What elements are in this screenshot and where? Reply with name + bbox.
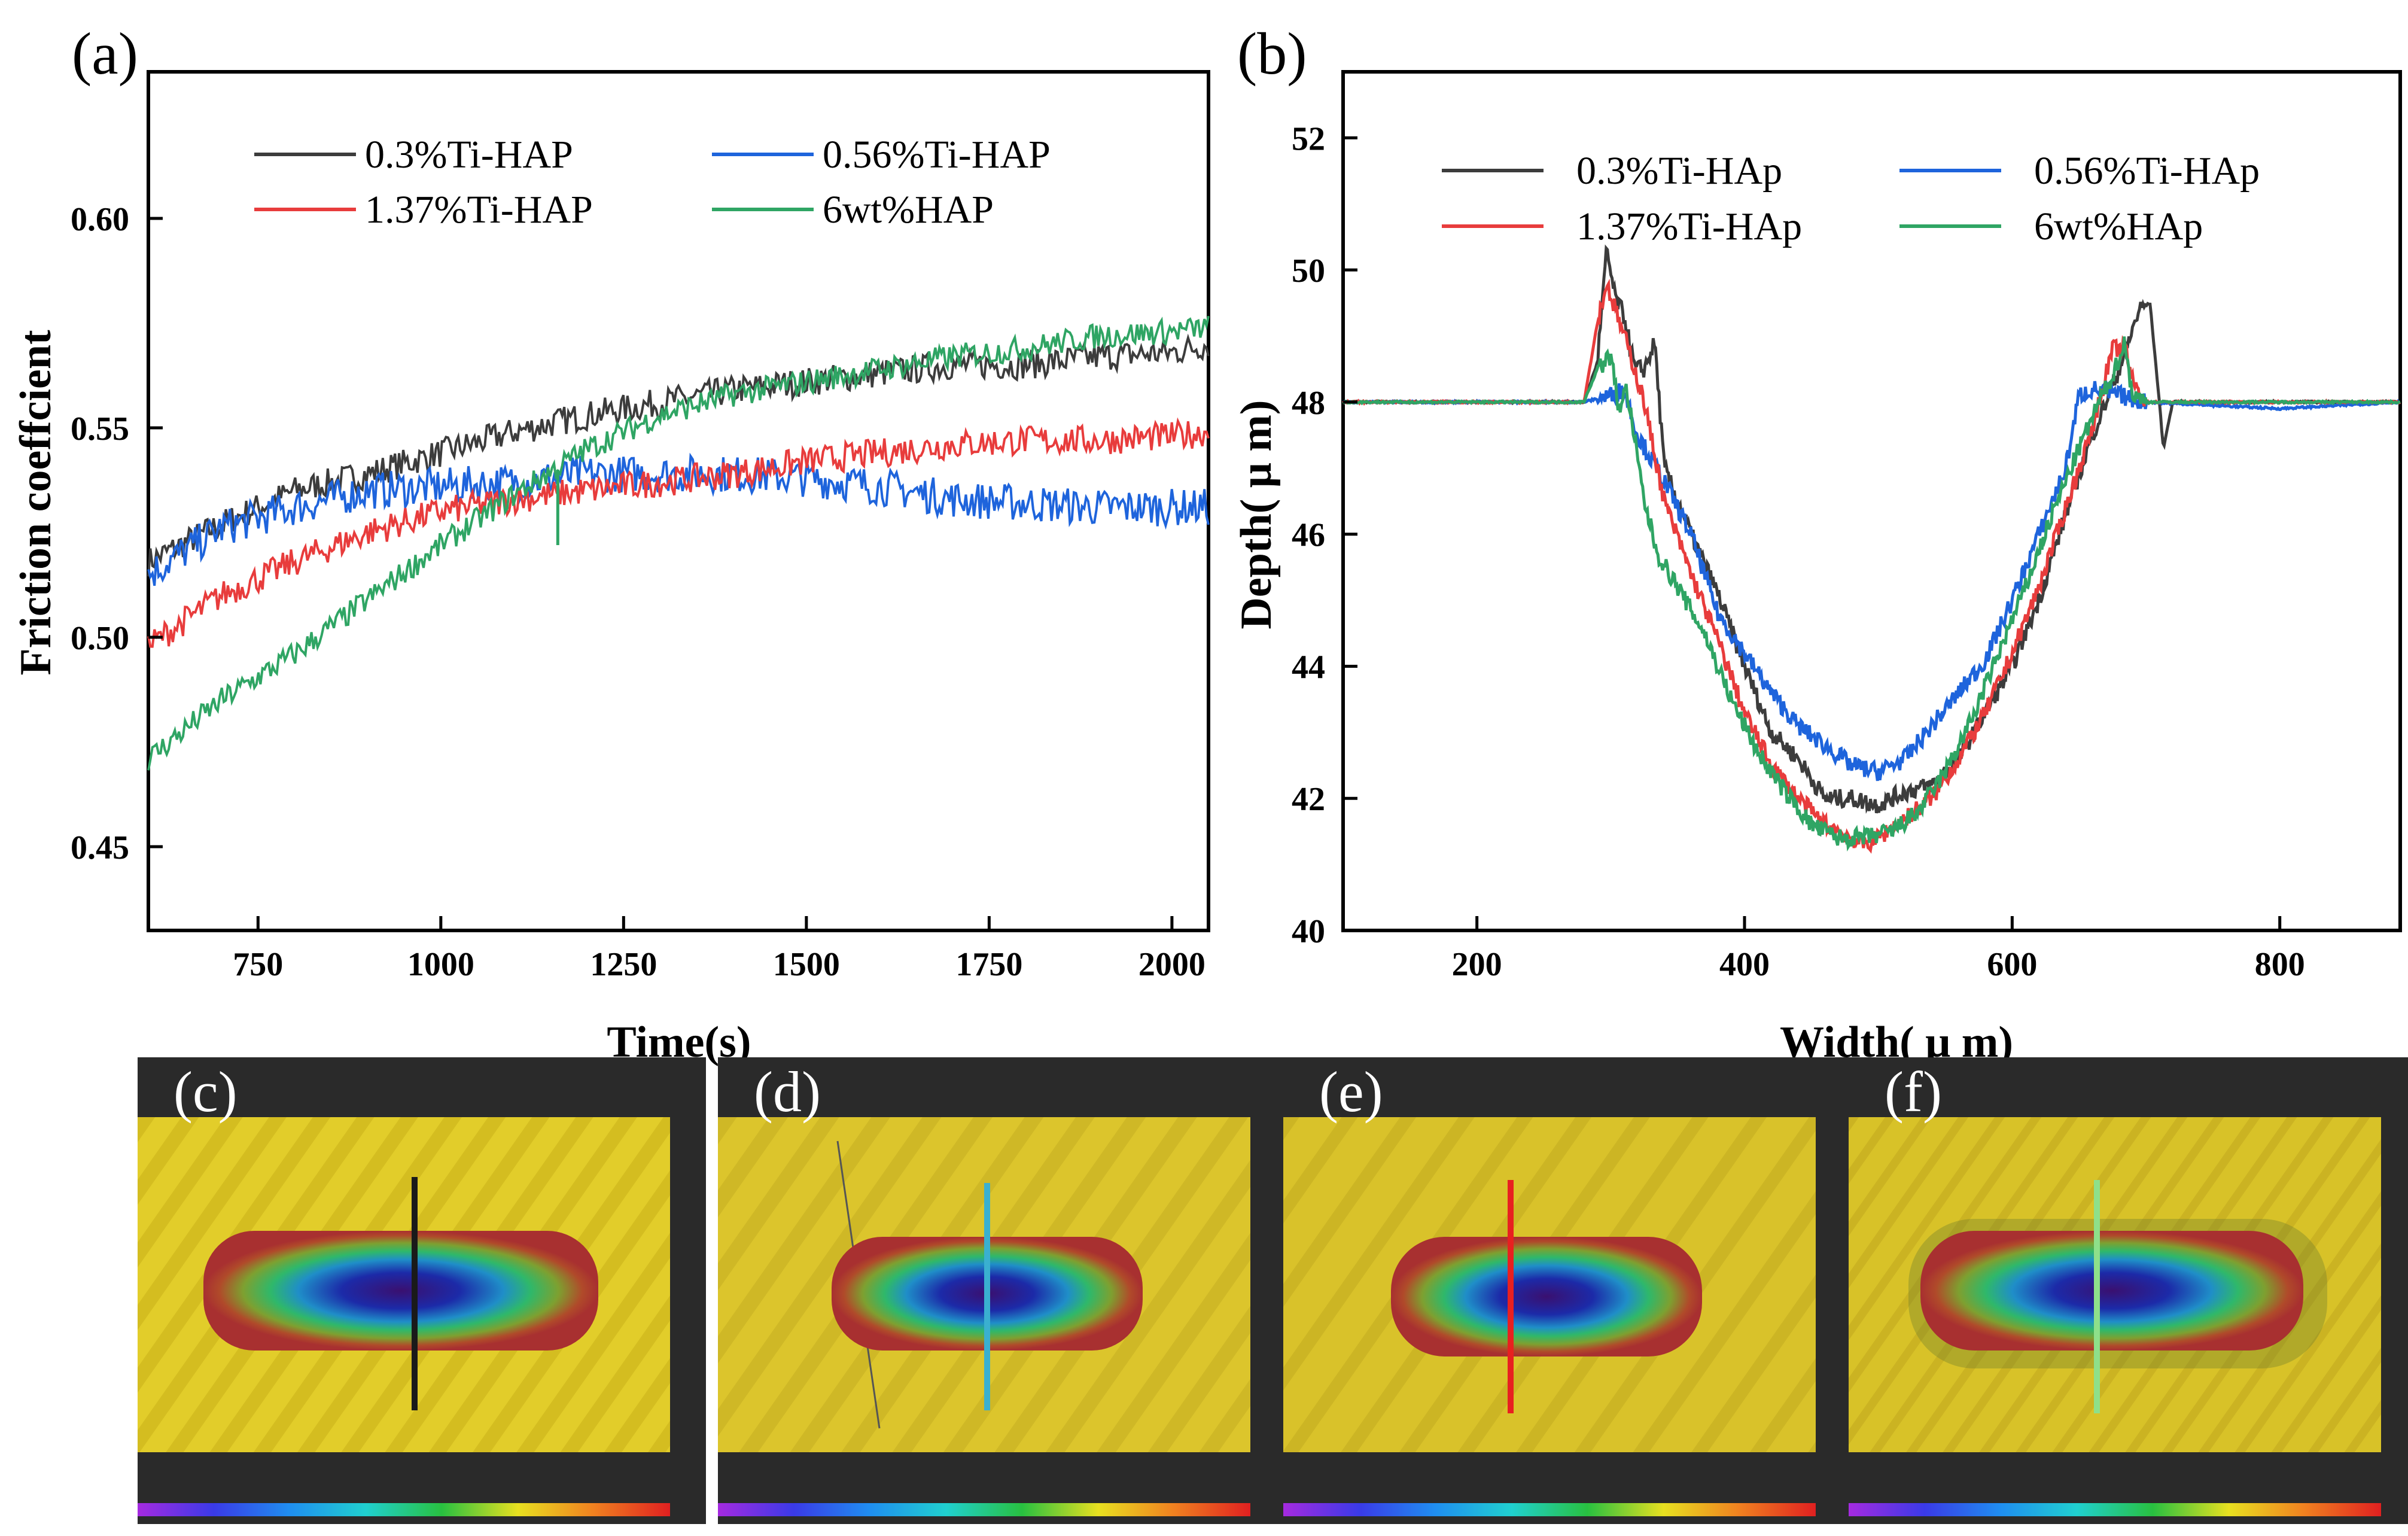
wear-track	[203, 1231, 598, 1351]
micrograph-e-surface	[1283, 1117, 1816, 1452]
series-line-0.56%Ti-HAP	[147, 452, 1210, 586]
micrograph-e: (e)	[1283, 1057, 1852, 1524]
micrograph-c-label: (c)	[173, 1060, 238, 1124]
y-tick-label: 42	[1292, 781, 1325, 818]
x-tick-label: 750	[233, 946, 283, 983]
micrograph-f-colorbar	[1849, 1503, 2381, 1516]
x-tick-label: 200	[1452, 946, 1502, 983]
micrograph-c: (c)	[138, 1057, 706, 1524]
micrograph-c-colorbar	[138, 1503, 670, 1516]
y-tick-label: 50	[1292, 253, 1325, 290]
panel-b-depth-chart: 200 400 600 800 40 42 44 46 48 50 52 0.3%Ti-HAp 0.5…	[1292, 70, 2402, 983]
legend-label: 0.3%Ti-HAp	[1576, 149, 1782, 193]
panel-b-x-axis-title: Width( μ m)	[1779, 1018, 2014, 1067]
x-tick-label: 1750	[955, 946, 1022, 983]
y-tick-label: 44	[1292, 649, 1325, 686]
x-tick-label: 1500	[773, 946, 840, 983]
x-tick-label: 800	[2255, 946, 2305, 983]
series-line-0.3%Ti-HAP	[147, 333, 1210, 577]
panel-a-ticks: 750 1000 1250 1500 1750 2000 0.45 0.50 0.55 0.60	[71, 201, 1205, 983]
panel-b-plot-frame	[1341, 70, 2402, 932]
panel-b-ticks: 200 400 600 800 40 42 44 46 48 50 52	[1292, 120, 2305, 983]
panel-a-plot-frame	[147, 70, 1210, 932]
x-tick-label: 2000	[1138, 946, 1205, 983]
y-tick-label: 0.60	[71, 201, 129, 238]
panel-a-y-axis-title: Friction coeffcient	[11, 330, 60, 676]
panel-a-friction-chart: 750 1000 1250 1500 1750 20000.450.500.550.60 …	[71, 70, 1210, 983]
micrograph-f: (f)	[1849, 1057, 2408, 1524]
micrograph-d-label: (d)	[754, 1060, 821, 1124]
legend-label: 0.56%Ti-HAp	[2034, 149, 2260, 193]
panel-a-series-group	[147, 315, 1210, 771]
y-tick-label: 0.50	[71, 620, 129, 657]
y-tick-label: 0.55	[71, 410, 129, 448]
legend-label: 6wt%HAp	[2034, 205, 2203, 248]
micrograph-e-colorbar	[1283, 1503, 1816, 1516]
profile-line	[1508, 1180, 1514, 1413]
legend-label: 0.3%Ti-HAP	[365, 133, 573, 177]
panel-b-series-group	[1342, 244, 2401, 854]
panel-a-label: (a)	[72, 20, 138, 87]
y-tick-label: 48	[1292, 385, 1325, 422]
micrograph-e-label: (e)	[1319, 1060, 1383, 1124]
legend-label: 1.37%Ti-HAp	[1576, 205, 1802, 248]
profile-line	[984, 1183, 990, 1410]
legend-label: 6wt%HAP	[823, 188, 994, 232]
wear-track	[1391, 1237, 1702, 1356]
x-tick-label: 400	[1719, 946, 1770, 983]
series-line-0.56%Ti-HAp	[1342, 378, 2401, 781]
y-tick-label: 40	[1292, 913, 1325, 950]
wear-track	[1920, 1231, 2303, 1351]
panel-a-legend: 0.3%Ti-HAP 0.56%Ti-HAP 1.37%Ti-HAP 6wt%HAP	[254, 133, 1051, 232]
series-line-6wt%HAP	[147, 315, 1210, 771]
panel-a-x-axis-title: Time(s)	[607, 1018, 751, 1067]
micrograph-f-surface	[1849, 1117, 2381, 1452]
micrograph-d: (d)	[718, 1057, 1286, 1524]
legend-label: 0.56%Ti-HAP	[823, 133, 1051, 177]
series-line-6wt%HAp	[1342, 336, 2401, 851]
micrograph-d-colorbar	[718, 1503, 1250, 1516]
series-line-1.37%Ti-HAP	[147, 417, 1210, 648]
y-tick-label: 52	[1292, 120, 1325, 157]
x-tick-label: 1000	[407, 946, 474, 983]
x-tick-label: 600	[1987, 946, 2037, 983]
micrograph-f-label: (f)	[1885, 1060, 1942, 1124]
panel-b-legend: 0.3%Ti-HAp 0.56%Ti-HAp 1.37%Ti-HAp 6wt%HAp	[1442, 149, 2260, 248]
y-tick-label: 0.45	[71, 829, 129, 866]
legend-label: 1.37%Ti-HAP	[365, 188, 593, 232]
panel-b-y-axis-title: Depth( μ m)	[1232, 400, 1281, 629]
profile-line	[412, 1177, 418, 1410]
micrograph-c-surface	[138, 1117, 670, 1452]
panel-b-label: (b)	[1237, 20, 1307, 87]
x-tick-label: 1250	[590, 946, 657, 983]
profile-line	[2094, 1180, 2100, 1413]
y-tick-label: 46	[1292, 517, 1325, 554]
micrograph-d-surface	[718, 1117, 1250, 1452]
series-line-0.3%Ti-HAp	[1342, 244, 2401, 814]
